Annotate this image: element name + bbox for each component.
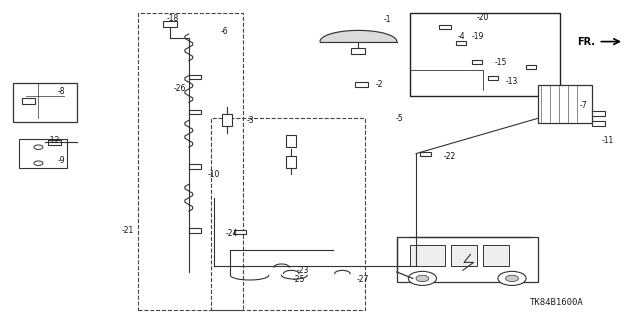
Bar — [22, 98, 35, 104]
Bar — [287, 156, 296, 168]
Bar — [410, 245, 445, 266]
Circle shape — [34, 161, 43, 165]
Text: -26: -26 — [174, 84, 186, 92]
Bar — [48, 140, 61, 145]
Bar — [483, 245, 509, 266]
Text: -9: -9 — [58, 156, 65, 164]
Text: -23: -23 — [296, 266, 308, 275]
Text: -7: -7 — [579, 101, 587, 110]
Circle shape — [506, 275, 518, 282]
Text: -15: -15 — [495, 58, 507, 67]
Text: -11: -11 — [602, 136, 614, 145]
Bar — [234, 230, 246, 234]
Bar — [211, 118, 365, 310]
Bar — [138, 13, 243, 310]
Bar — [351, 48, 365, 54]
Bar — [189, 75, 201, 79]
Polygon shape — [320, 30, 397, 42]
Text: -18: -18 — [166, 14, 179, 23]
Bar — [287, 135, 296, 147]
Text: -22: -22 — [444, 152, 456, 161]
Bar — [163, 21, 177, 27]
Text: -12: -12 — [48, 136, 60, 145]
Bar — [189, 110, 201, 114]
Bar — [189, 228, 201, 233]
Bar — [19, 139, 67, 168]
Bar — [472, 60, 482, 65]
Bar — [488, 76, 498, 81]
Text: -8: -8 — [58, 87, 65, 96]
Bar — [456, 41, 466, 45]
Bar — [13, 83, 77, 122]
Bar — [592, 121, 605, 126]
Bar — [451, 245, 477, 266]
Text: -20: -20 — [477, 13, 489, 22]
Text: -2: -2 — [376, 80, 383, 89]
Bar — [189, 164, 201, 169]
Text: -25: -25 — [293, 276, 305, 284]
Text: -10: -10 — [208, 170, 220, 179]
Text: -19: -19 — [472, 32, 484, 41]
Text: -3: -3 — [246, 116, 254, 124]
Bar — [223, 114, 232, 126]
Bar — [410, 13, 560, 96]
Text: -24: -24 — [226, 229, 238, 238]
Circle shape — [498, 271, 526, 285]
Text: -4: -4 — [458, 32, 465, 41]
Text: -21: -21 — [122, 226, 134, 235]
Bar — [592, 111, 605, 116]
Circle shape — [408, 271, 436, 285]
Text: -6: -6 — [221, 27, 228, 36]
Bar — [397, 237, 538, 282]
Text: -13: -13 — [506, 77, 518, 86]
Text: FR.: FR. — [577, 36, 595, 47]
Bar — [420, 152, 431, 156]
Circle shape — [416, 275, 429, 282]
Text: -1: -1 — [384, 15, 392, 24]
Bar — [355, 82, 368, 87]
Circle shape — [34, 145, 43, 149]
Bar — [526, 65, 536, 69]
Bar — [538, 85, 592, 123]
Text: -27: -27 — [357, 276, 369, 284]
Text: -5: -5 — [396, 114, 403, 123]
Bar — [439, 25, 451, 29]
Text: TK84B1600A: TK84B1600A — [530, 298, 584, 307]
